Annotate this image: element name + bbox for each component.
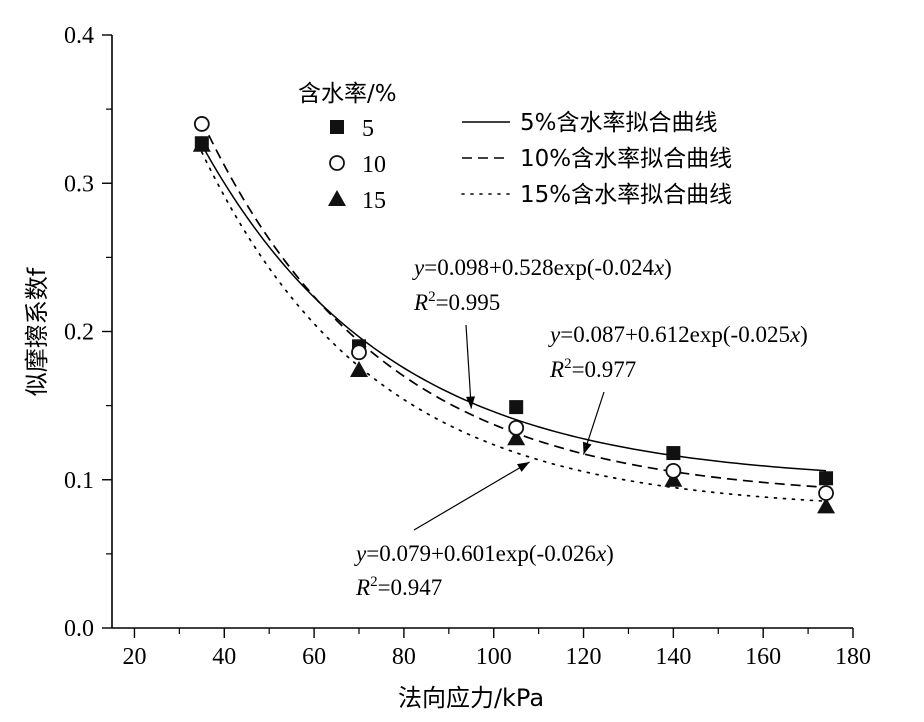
legend-fit-label: 10%含水率拟合曲线 — [520, 146, 732, 172]
x-tick-label: 100 — [476, 644, 512, 670]
data-point-square — [819, 471, 834, 486]
fit-equation: y=0.098+0.528exp(-0.024x) — [412, 255, 672, 280]
x-tick-label: 20 — [122, 644, 146, 670]
data-point-triangle — [192, 135, 211, 152]
annotations: y=0.098+0.528exp(-0.024x)R2=0.995y=0.087… — [354, 255, 808, 600]
data-point-triangle — [350, 361, 368, 378]
equation-close: ) — [606, 541, 614, 566]
data-point-square — [509, 400, 524, 415]
annotation: y=0.087+0.612exp(-0.025x) R2=0.977 — [548, 322, 808, 455]
equation-body: =0.098+0.528exp(-0.024 — [424, 255, 654, 280]
legend-marker-square — [330, 120, 344, 134]
annotation-arrow-head — [582, 441, 592, 455]
equation-var-x: x — [595, 541, 607, 566]
x-axis-title: 法向应力/kPa — [398, 684, 544, 712]
equation-body: =0.079+0.601exp(-0.026 — [366, 541, 596, 566]
r-squared-sup: 2 — [564, 356, 572, 372]
data-points — [192, 116, 836, 514]
r-squared-label: R — [549, 357, 564, 382]
r-squared: R2=0.995 — [413, 289, 500, 315]
data-point-open-circle — [351, 344, 367, 361]
tick-labels: 20 40 60 80 100 120 140 160 180 0.0 0.1 0.2 0.3 0.4 — [64, 23, 871, 670]
x-tick-label: 180 — [835, 644, 871, 670]
equation-body: =0.087+0.612exp(-0.025 — [560, 322, 790, 347]
r-squared-value: =0.977 — [572, 357, 637, 382]
equation-var-x: x — [789, 322, 801, 347]
r-squared-label: R — [413, 290, 428, 315]
annotation-arrow-head — [466, 396, 476, 409]
equation-var-x: x — [653, 255, 665, 280]
legend-label: 5 — [362, 116, 374, 142]
x-tick-label: 60 — [302, 644, 326, 670]
legend-title: 含水率/% — [298, 81, 397, 107]
legend-fit-label: 5%含水率拟合曲线 — [520, 110, 718, 136]
r-squared-value: =0.947 — [378, 575, 443, 600]
x-tick-label: 160 — [745, 644, 781, 670]
x-tick-label: 40 — [212, 644, 236, 670]
annotation-arrow-line — [465, 324, 472, 409]
r-squared-label: R — [355, 575, 370, 600]
r-squared: R2=0.947 — [355, 574, 442, 600]
equation-var-y: y — [548, 322, 561, 347]
equation-close: ) — [800, 322, 808, 347]
fit-equation: y=0.079+0.601exp(-0.026x) — [354, 541, 614, 566]
equation-close: ) — [664, 255, 672, 280]
data-point-triangle — [817, 497, 836, 514]
y-tick-label: 0.2 — [64, 320, 94, 346]
y-tick-label: 0.1 — [64, 468, 94, 494]
x-tick-label: 140 — [655, 644, 691, 670]
annotation: y=0.098+0.528exp(-0.024x)R2=0.995 — [412, 255, 672, 409]
equation-var-y: y — [412, 255, 425, 280]
y-tick-label: 0.3 — [64, 171, 94, 197]
x-tick-label: 80 — [392, 644, 416, 670]
legend-fit-label: 15%含水率拟合曲线 — [520, 182, 732, 208]
data-point-open-circle — [193, 116, 210, 132]
x-tick-label: 120 — [566, 644, 602, 670]
r-squared-value: =0.995 — [436, 290, 501, 315]
annotation: y=0.079+0.601exp(-0.026x) R2=0.947 — [354, 461, 614, 600]
y-tick-label: 0.0 — [64, 616, 94, 642]
tick-marks — [102, 34, 854, 638]
r-squared: R2=0.977 — [549, 356, 636, 382]
annotation-arrow-head — [517, 461, 530, 472]
fit-curve-solid — [201, 144, 827, 472]
data-point-open-circle — [508, 419, 525, 436]
r-squared-sup: 2 — [428, 289, 436, 305]
legend-label: 15 — [362, 188, 386, 214]
r-squared-sup: 2 — [370, 574, 378, 590]
data-point-open-circle — [665, 462, 682, 479]
data-point-open-circle — [818, 485, 834, 501]
y-axis-title: 似摩擦系数f — [23, 267, 51, 396]
legend-label: 10 — [362, 152, 386, 178]
data-point-square — [666, 446, 681, 461]
data-point-triangle — [507, 429, 526, 446]
fit-equation: y=0.087+0.612exp(-0.025x) — [548, 322, 808, 347]
legend-marker-open-circle — [329, 155, 345, 171]
fit-curve-dotted — [200, 151, 827, 503]
legend: 含水率/% 5 10 15 5%含水率拟合曲线 10%含水率拟合曲线 15%含水率拟合曲线 — [298, 81, 732, 214]
annotation-arrow-line — [413, 461, 530, 531]
legend-marker-triangle — [328, 190, 346, 206]
equation-var-y: y — [354, 541, 367, 566]
y-tick-label: 0.4 — [64, 23, 94, 49]
